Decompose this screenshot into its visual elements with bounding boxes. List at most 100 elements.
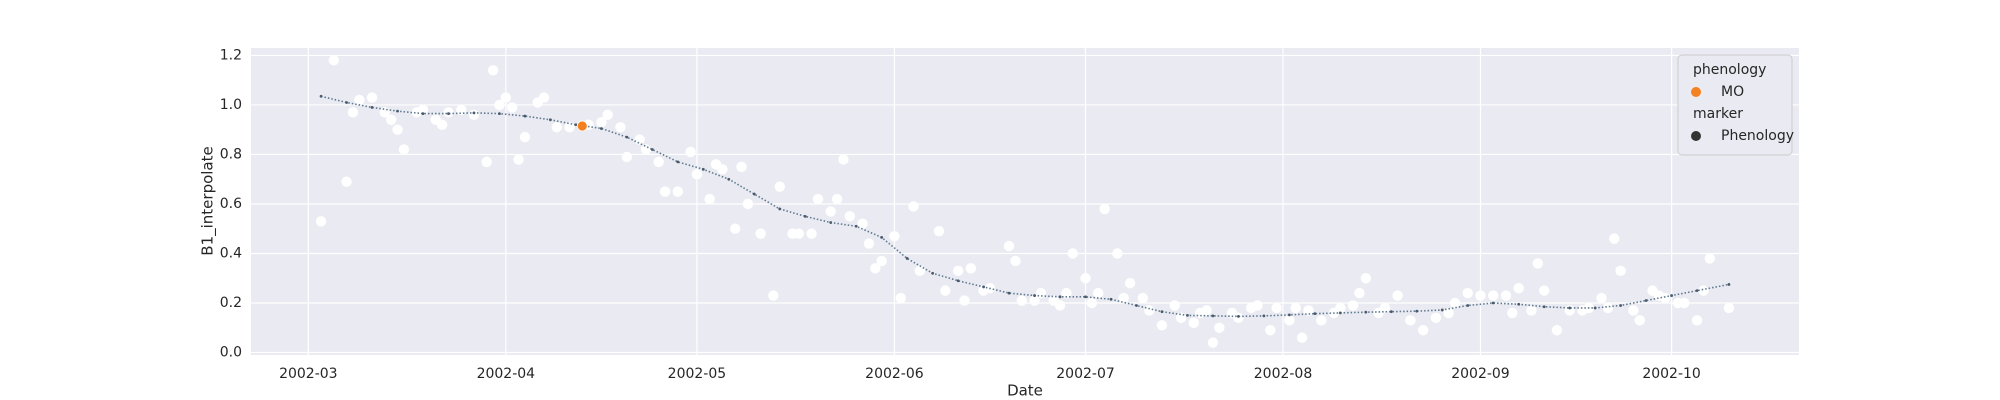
data-point (1207, 337, 1219, 348)
data-point (940, 285, 951, 296)
data-point (965, 263, 977, 274)
line-vertex (396, 109, 399, 113)
data-point (602, 109, 613, 121)
data-point (1335, 302, 1346, 314)
line-vertex (931, 271, 935, 275)
line-vertex (1033, 294, 1036, 297)
data-point (1679, 297, 1690, 309)
data-point (1475, 290, 1486, 301)
data-point (812, 193, 824, 205)
data-point (494, 99, 505, 111)
line-vertex (1211, 314, 1215, 318)
y-tick-label: 0.4 (220, 245, 242, 261)
data-point (1067, 248, 1078, 259)
data-point (417, 104, 429, 116)
data-point (1449, 297, 1461, 309)
data-point (1628, 305, 1639, 316)
line-vertex (1415, 309, 1419, 313)
y-tick-label: 0.2 (220, 295, 242, 311)
line-vertex (1644, 299, 1648, 302)
data-point (398, 144, 410, 155)
y-tick-label: 1.2 (220, 47, 242, 63)
data-point (729, 223, 741, 234)
interpolated-line (320, 95, 1730, 318)
line-vertex (1440, 308, 1444, 312)
data-point (1137, 292, 1149, 304)
data-point (1551, 325, 1563, 336)
line-vertex (1135, 304, 1138, 307)
data-point (1513, 282, 1524, 294)
data-point (1634, 315, 1645, 326)
line-vertex (1338, 311, 1342, 315)
data-point (838, 154, 849, 165)
data-point (1169, 300, 1180, 311)
data-point (392, 124, 403, 135)
data-point (538, 92, 550, 103)
legend-marker (1691, 87, 1701, 97)
y-tick-label: 0.0 (220, 345, 242, 361)
data-point (1086, 297, 1098, 309)
line-vertex (1389, 310, 1393, 314)
legend-subtitle: marker (1693, 106, 1743, 122)
data-point (500, 92, 512, 103)
legend-label: MO (1721, 84, 1744, 100)
line-vertex (1568, 306, 1572, 310)
x-tick-label: 2002-09 (1451, 366, 1510, 382)
data-point (1704, 253, 1716, 264)
line-vertex (1313, 312, 1317, 316)
data-point (1392, 290, 1403, 301)
data-point (806, 228, 817, 239)
data-point (1003, 240, 1015, 252)
data-point (876, 255, 887, 267)
data-point (653, 156, 664, 168)
data-point (513, 154, 524, 165)
data-point (1214, 322, 1225, 333)
data-point (1118, 292, 1129, 304)
line-vertex (1007, 291, 1011, 295)
line-vertex (549, 118, 552, 122)
line-vertex (727, 177, 731, 181)
data-point (959, 295, 970, 306)
data-point (576, 120, 588, 132)
data-point (564, 122, 575, 133)
line-vertex (676, 160, 680, 164)
data-point (1233, 312, 1244, 324)
data-point (1099, 203, 1110, 215)
y-tick-label: 0.8 (220, 146, 242, 162)
line-vertex (1670, 294, 1673, 297)
line-vertex (1160, 310, 1164, 314)
data-point (1296, 332, 1308, 343)
data-point (1526, 305, 1537, 316)
data-point (621, 151, 633, 163)
line-vertex (1186, 313, 1189, 317)
data-point (659, 186, 671, 197)
line-vertex (752, 192, 756, 196)
data-point (615, 122, 626, 133)
data-point (1379, 302, 1391, 314)
data-point (1175, 312, 1187, 324)
line-vertex (523, 114, 527, 118)
data-point (1609, 233, 1620, 244)
line-vertex (1262, 314, 1266, 318)
data-point (328, 55, 340, 66)
data-point (1602, 302, 1614, 314)
data-point (889, 230, 900, 242)
line-vertex (1364, 310, 1368, 314)
data-point (1360, 273, 1372, 284)
line-vertex (1109, 297, 1113, 301)
legend-label: Phenology (1721, 128, 1794, 144)
data-point (793, 228, 805, 239)
data-point (1029, 295, 1040, 306)
data-point (1660, 292, 1671, 304)
data-point (755, 228, 766, 239)
line-vertex (650, 148, 654, 151)
data-point (1303, 305, 1314, 316)
data-point (717, 164, 728, 175)
legend-title: phenology (1693, 62, 1766, 78)
data-point (736, 161, 747, 173)
data-point (844, 211, 856, 222)
line-vertex (421, 112, 425, 116)
data-point (1290, 302, 1301, 314)
